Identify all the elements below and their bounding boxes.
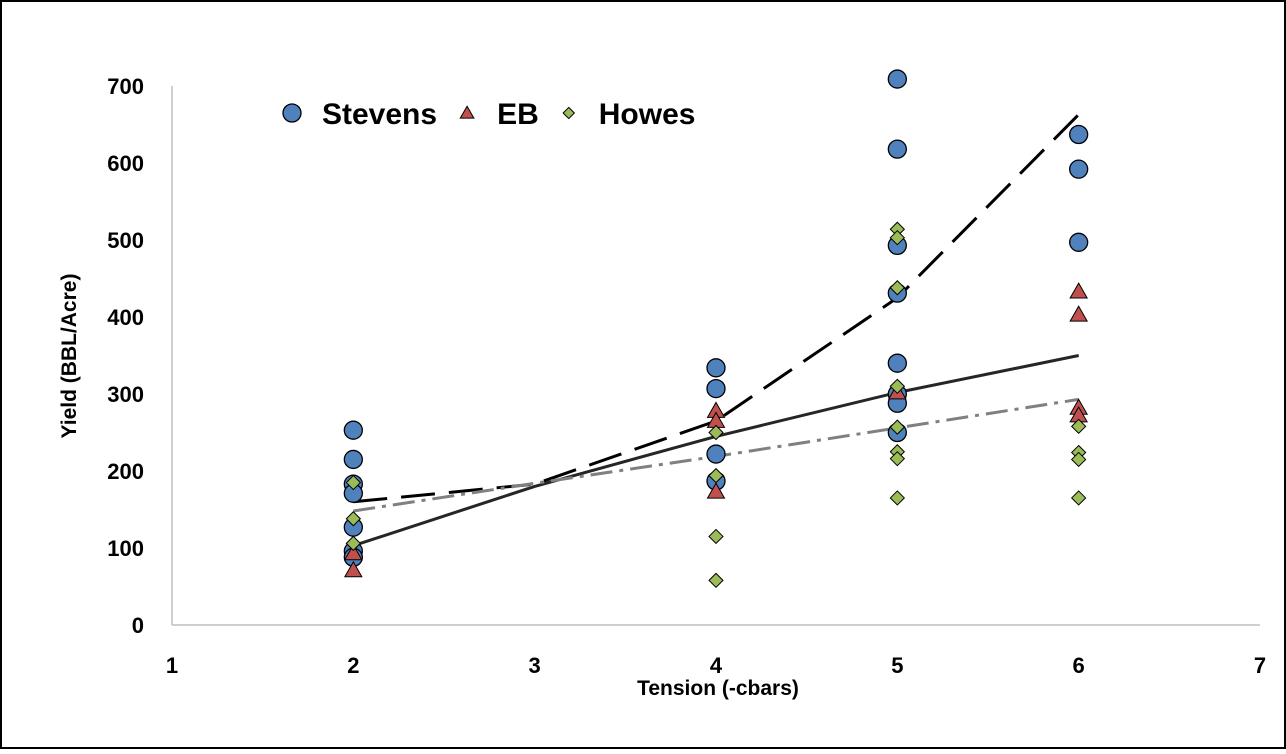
point-stevens [706,444,726,464]
y-axis-title: Yield (BBL/Acre) [58,274,81,439]
point-howes [1070,418,1087,435]
trendline-stevens [353,113,1080,504]
x-tick-label: 6 [1073,653,1085,678]
point-howes [345,474,362,491]
point-eb [343,560,363,578]
x-tick-label: 1 [166,653,178,678]
y-tick-label: 300 [107,382,144,407]
point-eb [343,543,363,561]
point-stevens [706,378,726,399]
point-howes [345,535,362,552]
point-howes [889,490,906,506]
point-stevens [1069,124,1089,145]
point-stevens [1069,232,1089,252]
y-tick-label: 100 [107,536,144,561]
point-eb [1069,282,1089,299]
legend-label-stevens: Stevens [322,98,437,131]
point-howes [889,378,906,395]
y-tick-label: 700 [107,74,144,99]
axes: 0 100 200 300 400 500 600 700 1 2 3 4 5 6 7 [107,74,1266,678]
y-tick-label: 600 [107,151,144,176]
x-tick-label: 4 [710,653,723,678]
point-howes [345,511,362,527]
point-howes [889,419,906,435]
point-stevens [1069,159,1089,179]
y-tick-label: 400 [107,305,144,330]
point-stevens [343,449,363,470]
x-tick-label: 2 [347,653,359,678]
point-howes [1070,490,1087,506]
y-tick-label: 0 [132,613,144,638]
point-howes [708,467,724,484]
legend-marker-stevens [282,103,302,123]
point-howes [889,280,906,296]
point-eb [1069,305,1089,322]
y-tick-label: 500 [107,228,144,253]
point-stevens [887,69,907,89]
x-tick-label: 5 [891,653,903,678]
point-stevens [706,358,726,378]
point-howes [889,229,906,246]
point-howes [708,424,724,441]
point-howes [889,450,906,467]
legend-label-howes: Howes [599,98,696,131]
point-stevens [343,420,363,440]
legend-marker-eb [459,105,475,119]
point-eb [706,482,726,499]
point-stevens [887,139,907,159]
x-tick-label: 3 [529,653,541,678]
legend: Stevens EB Howes [282,98,696,131]
x-tick-label: 7 [1254,653,1266,678]
x-axis-title: Tension (-cbars) [637,677,799,700]
legend-label-eb: EB [497,98,539,131]
point-howes [708,572,724,589]
legend-marker-howes [562,106,576,120]
y-tick-label: 200 [107,459,144,484]
point-stevens [887,353,907,373]
data-points [343,69,1089,589]
point-howes [708,528,724,545]
point-howes [1070,451,1087,468]
